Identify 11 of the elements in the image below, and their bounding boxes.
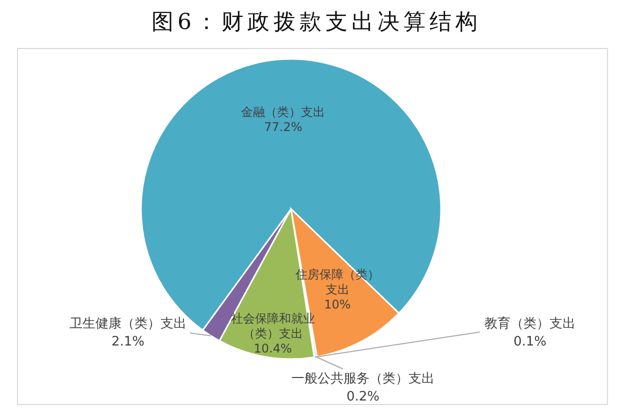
data-label: 77.2% bbox=[264, 120, 302, 134]
data-label: 0.2% bbox=[346, 390, 380, 404]
slice-label: 教育（类）支出 bbox=[484, 316, 576, 332]
slice-label: 一般公共服务（类）支出 bbox=[292, 372, 434, 386]
slice-label: 卫生健康（类）支出 bbox=[70, 316, 186, 332]
data-label: 10.4% bbox=[254, 342, 292, 356]
slice-label: 金融（类）支出 bbox=[241, 104, 326, 119]
chart-title: 图6：财政拨款支出决算结构 bbox=[152, 10, 482, 35]
data-label: 2.1% bbox=[111, 334, 145, 350]
data-label: 0.1% bbox=[513, 334, 547, 350]
data-label: 10% bbox=[324, 298, 351, 312]
